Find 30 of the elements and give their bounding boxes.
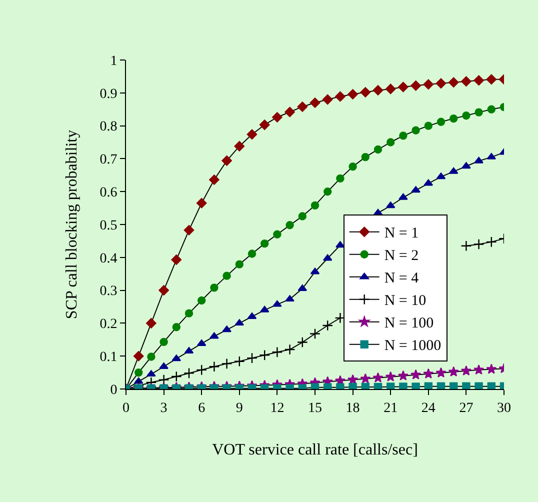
- y-tick-label: 0: [110, 382, 118, 398]
- x-tick-label: 0: [122, 400, 130, 416]
- y-tick-label: 0.2: [100, 317, 118, 332]
- x-tick-label: 9: [236, 400, 243, 416]
- y-tick-label: 0.7: [100, 152, 118, 168]
- y-tick-label: 0.9: [100, 86, 118, 102]
- x-tick-label: 21: [384, 400, 398, 416]
- x-tick-label: 3: [160, 400, 168, 416]
- y-tick-label: 0.6: [100, 186, 118, 200]
- legend-label: N = 4: [384, 270, 420, 287]
- y-tick-label: 0.8: [100, 120, 118, 135]
- legend-label: N = 2: [384, 248, 419, 264]
- y-tick-label: 0.4: [100, 251, 118, 266]
- x-tick-label: 18: [346, 400, 360, 416]
- y-tick-label: 0.1: [100, 350, 118, 365]
- y-axis-title: SCP call blocking probability: [64, 130, 81, 320]
- x-tick-label: 6: [198, 400, 206, 416]
- y-tick-label: 0.3: [100, 284, 118, 300]
- legend-label: N = 100: [384, 316, 434, 332]
- y-tick-label: 1: [110, 54, 118, 69]
- legend-label: N = 1: [384, 226, 419, 242]
- x-tick-label: 27: [459, 400, 474, 416]
- x-tick-label: 30: [497, 400, 511, 416]
- x-tick-label: 24: [421, 400, 436, 416]
- y-tick-label: 0.5: [100, 218, 118, 234]
- x-tick-label: 12: [270, 400, 284, 416]
- x-tick-label: 15: [308, 400, 322, 416]
- legend-label: N = 10: [384, 293, 426, 310]
- legend-label: N = 1000: [384, 338, 442, 354]
- x-axis-title: VOT service call rate [calls/sec]: [212, 442, 418, 458]
